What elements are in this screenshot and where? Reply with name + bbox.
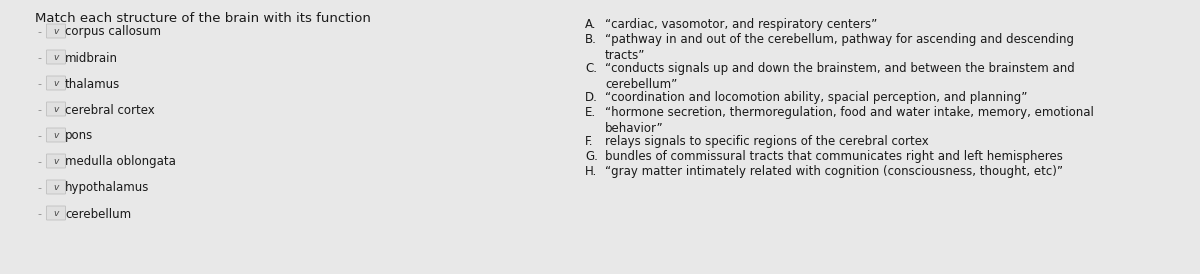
Text: v: v — [53, 157, 59, 166]
Text: “coordination and locomotion ability, spacial perception, and planning”: “coordination and locomotion ability, sp… — [605, 91, 1027, 104]
Text: “pathway in and out of the cerebellum, pathway for ascending and descending
trac: “pathway in and out of the cerebellum, p… — [605, 33, 1074, 62]
Text: v: v — [53, 27, 59, 36]
FancyBboxPatch shape — [47, 180, 66, 194]
FancyBboxPatch shape — [47, 76, 66, 90]
Text: -: - — [37, 105, 41, 115]
Text: medulla oblongata: medulla oblongata — [65, 156, 176, 169]
FancyBboxPatch shape — [47, 102, 66, 116]
Text: corpus callosum: corpus callosum — [65, 25, 161, 39]
Text: pons: pons — [65, 130, 94, 142]
Text: cerebellum: cerebellum — [65, 207, 131, 221]
Text: C.: C. — [586, 62, 598, 75]
Text: -: - — [37, 53, 41, 63]
Text: “hormone secretion, thermoregulation, food and water intake, memory, emotional
b: “hormone secretion, thermoregulation, fo… — [605, 106, 1094, 135]
Text: v: v — [53, 131, 59, 140]
Text: thalamus: thalamus — [65, 78, 120, 90]
Text: “conducts signals up and down the brainstem, and between the brainstem and
cereb: “conducts signals up and down the brains… — [605, 62, 1075, 91]
Text: v: v — [53, 105, 59, 114]
Text: bundles of commissural tracts that communicates right and left hemispheres: bundles of commissural tracts that commu… — [605, 150, 1063, 163]
Text: -: - — [37, 79, 41, 89]
Text: v: v — [53, 209, 59, 218]
Text: v: v — [53, 79, 59, 88]
Text: D.: D. — [586, 91, 598, 104]
Text: cerebral cortex: cerebral cortex — [65, 104, 155, 116]
Text: -: - — [37, 183, 41, 193]
Text: “gray matter intimately related with cognition (consciousness, thought, etc)”: “gray matter intimately related with cog… — [605, 165, 1063, 178]
Text: “cardiac, vasomotor, and respiratory centers”: “cardiac, vasomotor, and respiratory cen… — [605, 18, 877, 31]
Text: B.: B. — [586, 33, 596, 46]
Text: hypothalamus: hypothalamus — [65, 181, 149, 195]
Text: -: - — [37, 157, 41, 167]
Text: -: - — [37, 131, 41, 141]
FancyBboxPatch shape — [47, 24, 66, 38]
Text: A.: A. — [586, 18, 596, 31]
Text: E.: E. — [586, 106, 596, 119]
Text: F.: F. — [586, 135, 594, 148]
FancyBboxPatch shape — [47, 50, 66, 64]
Text: G.: G. — [586, 150, 598, 163]
Text: v: v — [53, 53, 59, 62]
Text: midbrain: midbrain — [65, 52, 118, 64]
Text: Match each structure of the brain with its function: Match each structure of the brain with i… — [35, 12, 371, 25]
FancyBboxPatch shape — [47, 206, 66, 220]
Text: -: - — [37, 209, 41, 219]
FancyBboxPatch shape — [47, 128, 66, 142]
Text: -: - — [37, 27, 41, 37]
Text: relays signals to specific regions of the cerebral cortex: relays signals to specific regions of th… — [605, 135, 929, 148]
Text: v: v — [53, 183, 59, 192]
Text: H.: H. — [586, 165, 598, 178]
FancyBboxPatch shape — [47, 154, 66, 168]
